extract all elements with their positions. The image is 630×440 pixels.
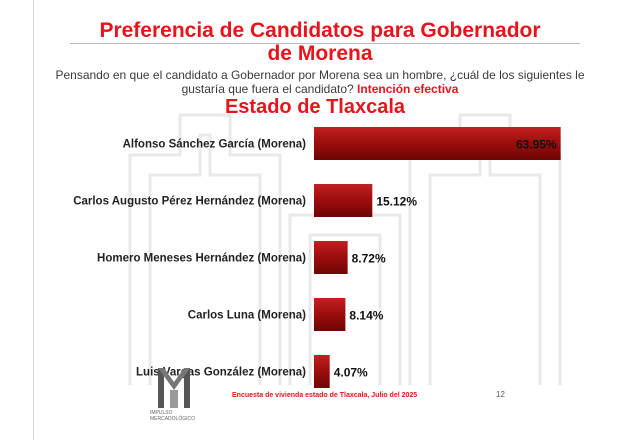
category-label-1: Alfonso Sánchez García (Morena) — [123, 139, 307, 151]
logo-wordmark: IMPULSO MERCADOLÓGICO — [150, 410, 210, 422]
chart-title-line2: de Morena — [267, 42, 373, 65]
value-label-4: 8.14% — [349, 309, 383, 323]
question-text: Pensando en que el candidato a Gobernado… — [55, 68, 585, 96]
bar-5 — [314, 355, 330, 388]
value-label-1: 63.95% — [516, 138, 557, 152]
page-number: 12 — [496, 390, 505, 399]
question-highlight: Intención efectiva — [357, 82, 459, 96]
source-note: Encuesta de vivienda estado de Tlaxcala,… — [232, 392, 418, 399]
left-divider — [33, 0, 34, 440]
bar-3 — [314, 241, 348, 274]
value-label-3: 8.72% — [352, 252, 386, 266]
survey-question: Pensando en que el candidato a Gobernado… — [50, 68, 590, 96]
category-label-2: Carlos Augusto Pérez Hernández (Morena) — [73, 196, 306, 208]
category-label-4: Carlos Luna (Morena) — [188, 310, 306, 322]
title-underline — [70, 43, 580, 44]
bar-1 — [314, 127, 561, 160]
company-logo — [158, 368, 190, 408]
category-label-5: Luis Vargas González (Morena) — [136, 367, 306, 379]
logo-text-line2: MERCADOLÓGICO — [150, 416, 196, 422]
chart-title-line1: Preferencia de Candidatos para Gobernado… — [99, 19, 541, 42]
category-label-3: Homero Meneses Hernández (Morena) — [97, 253, 306, 265]
chart-subtitle: Estado de Tlaxcala — [224, 96, 406, 118]
bar-2 — [314, 184, 373, 217]
value-label-5: 4.07% — [334, 366, 368, 380]
bar-4 — [314, 298, 346, 331]
logo-text-line1: IMPULSO — [150, 410, 173, 416]
value-label-2: 15.12% — [376, 195, 417, 209]
